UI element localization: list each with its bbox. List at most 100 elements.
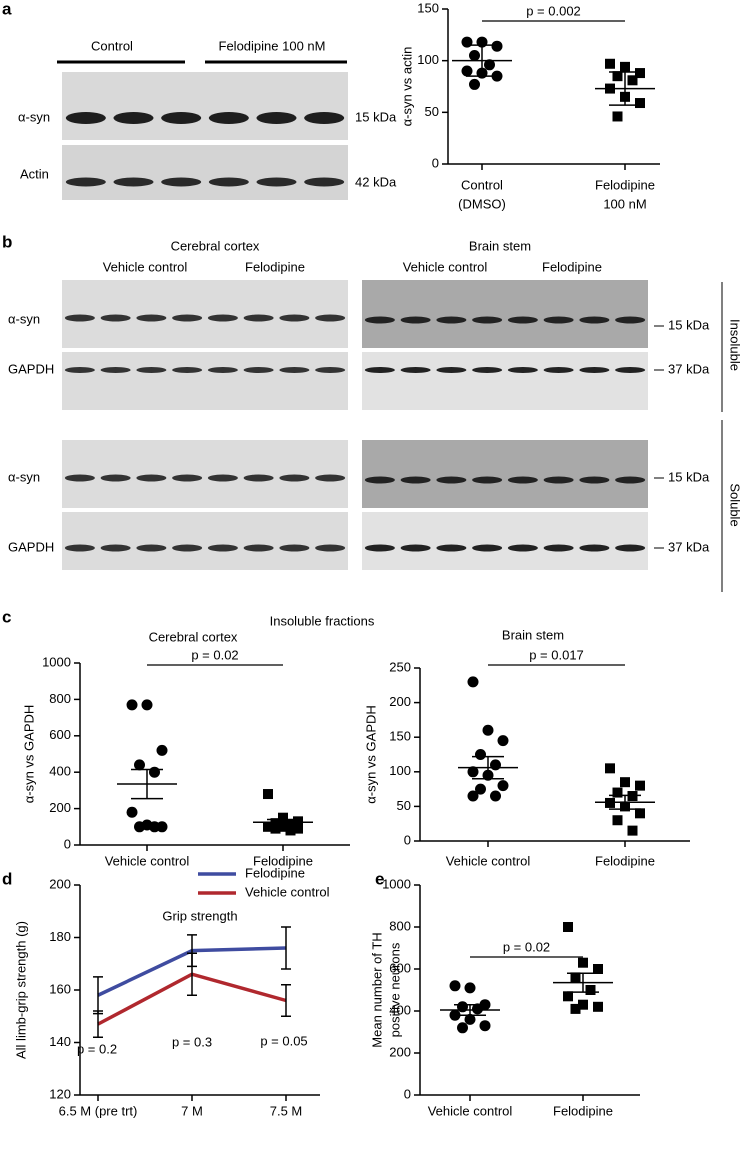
row-label: α-syn xyxy=(8,469,40,484)
band xyxy=(279,314,310,322)
band xyxy=(64,367,95,373)
data-point xyxy=(593,964,603,974)
band xyxy=(400,367,431,373)
x-tick-label: Felodipine xyxy=(253,853,313,868)
row-label: α-syn xyxy=(8,311,40,326)
band xyxy=(243,367,274,373)
blot-image xyxy=(62,512,348,570)
blot-image xyxy=(62,440,348,508)
band xyxy=(436,476,467,484)
x-tick-label: 7 M xyxy=(181,1103,203,1118)
error-bar xyxy=(281,926,291,970)
data-point xyxy=(134,759,145,771)
row-label: α-syn xyxy=(18,109,50,124)
data-point xyxy=(467,790,479,802)
data-point xyxy=(490,790,501,802)
band xyxy=(436,544,467,552)
y-tick-label: 400 xyxy=(389,1002,411,1017)
band xyxy=(304,112,345,124)
y-tick-label: 120 xyxy=(49,1086,71,1101)
band xyxy=(507,476,538,484)
y-tick-label: 800 xyxy=(49,691,71,706)
legend-label: Vehicle control xyxy=(245,884,330,899)
data-point xyxy=(126,806,138,818)
band xyxy=(208,112,249,124)
data-point xyxy=(293,816,303,827)
data-point xyxy=(464,1013,476,1025)
y-tick-label: 200 xyxy=(389,694,411,709)
panel-label: e xyxy=(375,869,384,888)
data-point xyxy=(293,823,303,834)
y-tick-label: 100 xyxy=(417,52,439,67)
band xyxy=(579,544,610,552)
data-point xyxy=(578,999,588,1010)
band xyxy=(207,544,238,552)
x-tick-label: (DMSO) xyxy=(458,196,506,211)
error-bar xyxy=(131,768,163,800)
panel-label: d xyxy=(2,869,12,888)
blot-image xyxy=(362,280,648,348)
y-tick-label: 140 xyxy=(49,1034,71,1049)
error-bar xyxy=(466,44,498,77)
data-point xyxy=(620,61,630,72)
data-point xyxy=(635,780,645,791)
data-point xyxy=(457,1022,468,1034)
band xyxy=(65,177,106,187)
y-tick-label: 160 xyxy=(49,981,71,996)
group-label: Control xyxy=(91,38,133,53)
data-point xyxy=(482,724,494,736)
region-title: Brain stem xyxy=(469,238,531,253)
blot-image xyxy=(362,352,648,410)
band xyxy=(304,177,345,187)
band xyxy=(172,474,203,482)
y-axis-label: Mean number of TH xyxy=(369,932,384,1047)
y-axis-label: α-syn vs actin xyxy=(399,47,414,127)
band xyxy=(315,367,346,373)
band xyxy=(161,177,202,187)
data-point xyxy=(141,699,153,711)
data-point xyxy=(627,825,638,836)
legend-label: Felodipine xyxy=(245,865,305,880)
chart-title: Grip strength xyxy=(162,908,237,923)
panel-label: a xyxy=(2,0,12,18)
chart-title: Brain stem xyxy=(502,627,564,642)
data-point xyxy=(627,75,638,86)
data-point xyxy=(563,922,573,932)
data-point xyxy=(479,1020,491,1032)
data-point xyxy=(497,780,509,792)
x-tick-label: Control xyxy=(461,177,503,192)
blot-image xyxy=(362,512,648,570)
band xyxy=(207,474,238,482)
data-point xyxy=(563,991,573,1002)
y-tick-label: 150 xyxy=(417,0,439,15)
y-tick-label: 1000 xyxy=(382,876,411,891)
band xyxy=(136,544,167,552)
panel-label: c xyxy=(2,607,11,626)
x-tick-label: Felodipine xyxy=(595,853,655,868)
size-label: 15 kDa xyxy=(668,469,710,484)
panel-title: Insoluble fractions xyxy=(270,613,375,628)
data-point xyxy=(475,783,486,795)
band xyxy=(64,474,95,482)
data-point xyxy=(490,759,501,771)
band xyxy=(543,367,574,373)
data-point xyxy=(612,71,623,82)
data-point xyxy=(467,676,479,688)
band xyxy=(256,177,297,187)
band xyxy=(507,544,538,552)
y-tick-label: 150 xyxy=(389,729,411,744)
y-tick-label: 50 xyxy=(425,104,439,119)
band xyxy=(161,112,202,124)
p-value: p = 0.3 xyxy=(172,1034,212,1049)
data-point xyxy=(635,808,645,819)
chart-title: Cerebral cortex xyxy=(149,629,238,644)
error-bar xyxy=(187,952,197,996)
band xyxy=(400,476,431,484)
p-value: p = 0.05 xyxy=(260,1033,307,1048)
band xyxy=(100,314,131,322)
band xyxy=(279,544,310,552)
band xyxy=(64,544,95,552)
y-tick-label: 50 xyxy=(397,798,411,813)
band xyxy=(364,544,395,552)
row-label: Actin xyxy=(20,166,49,181)
